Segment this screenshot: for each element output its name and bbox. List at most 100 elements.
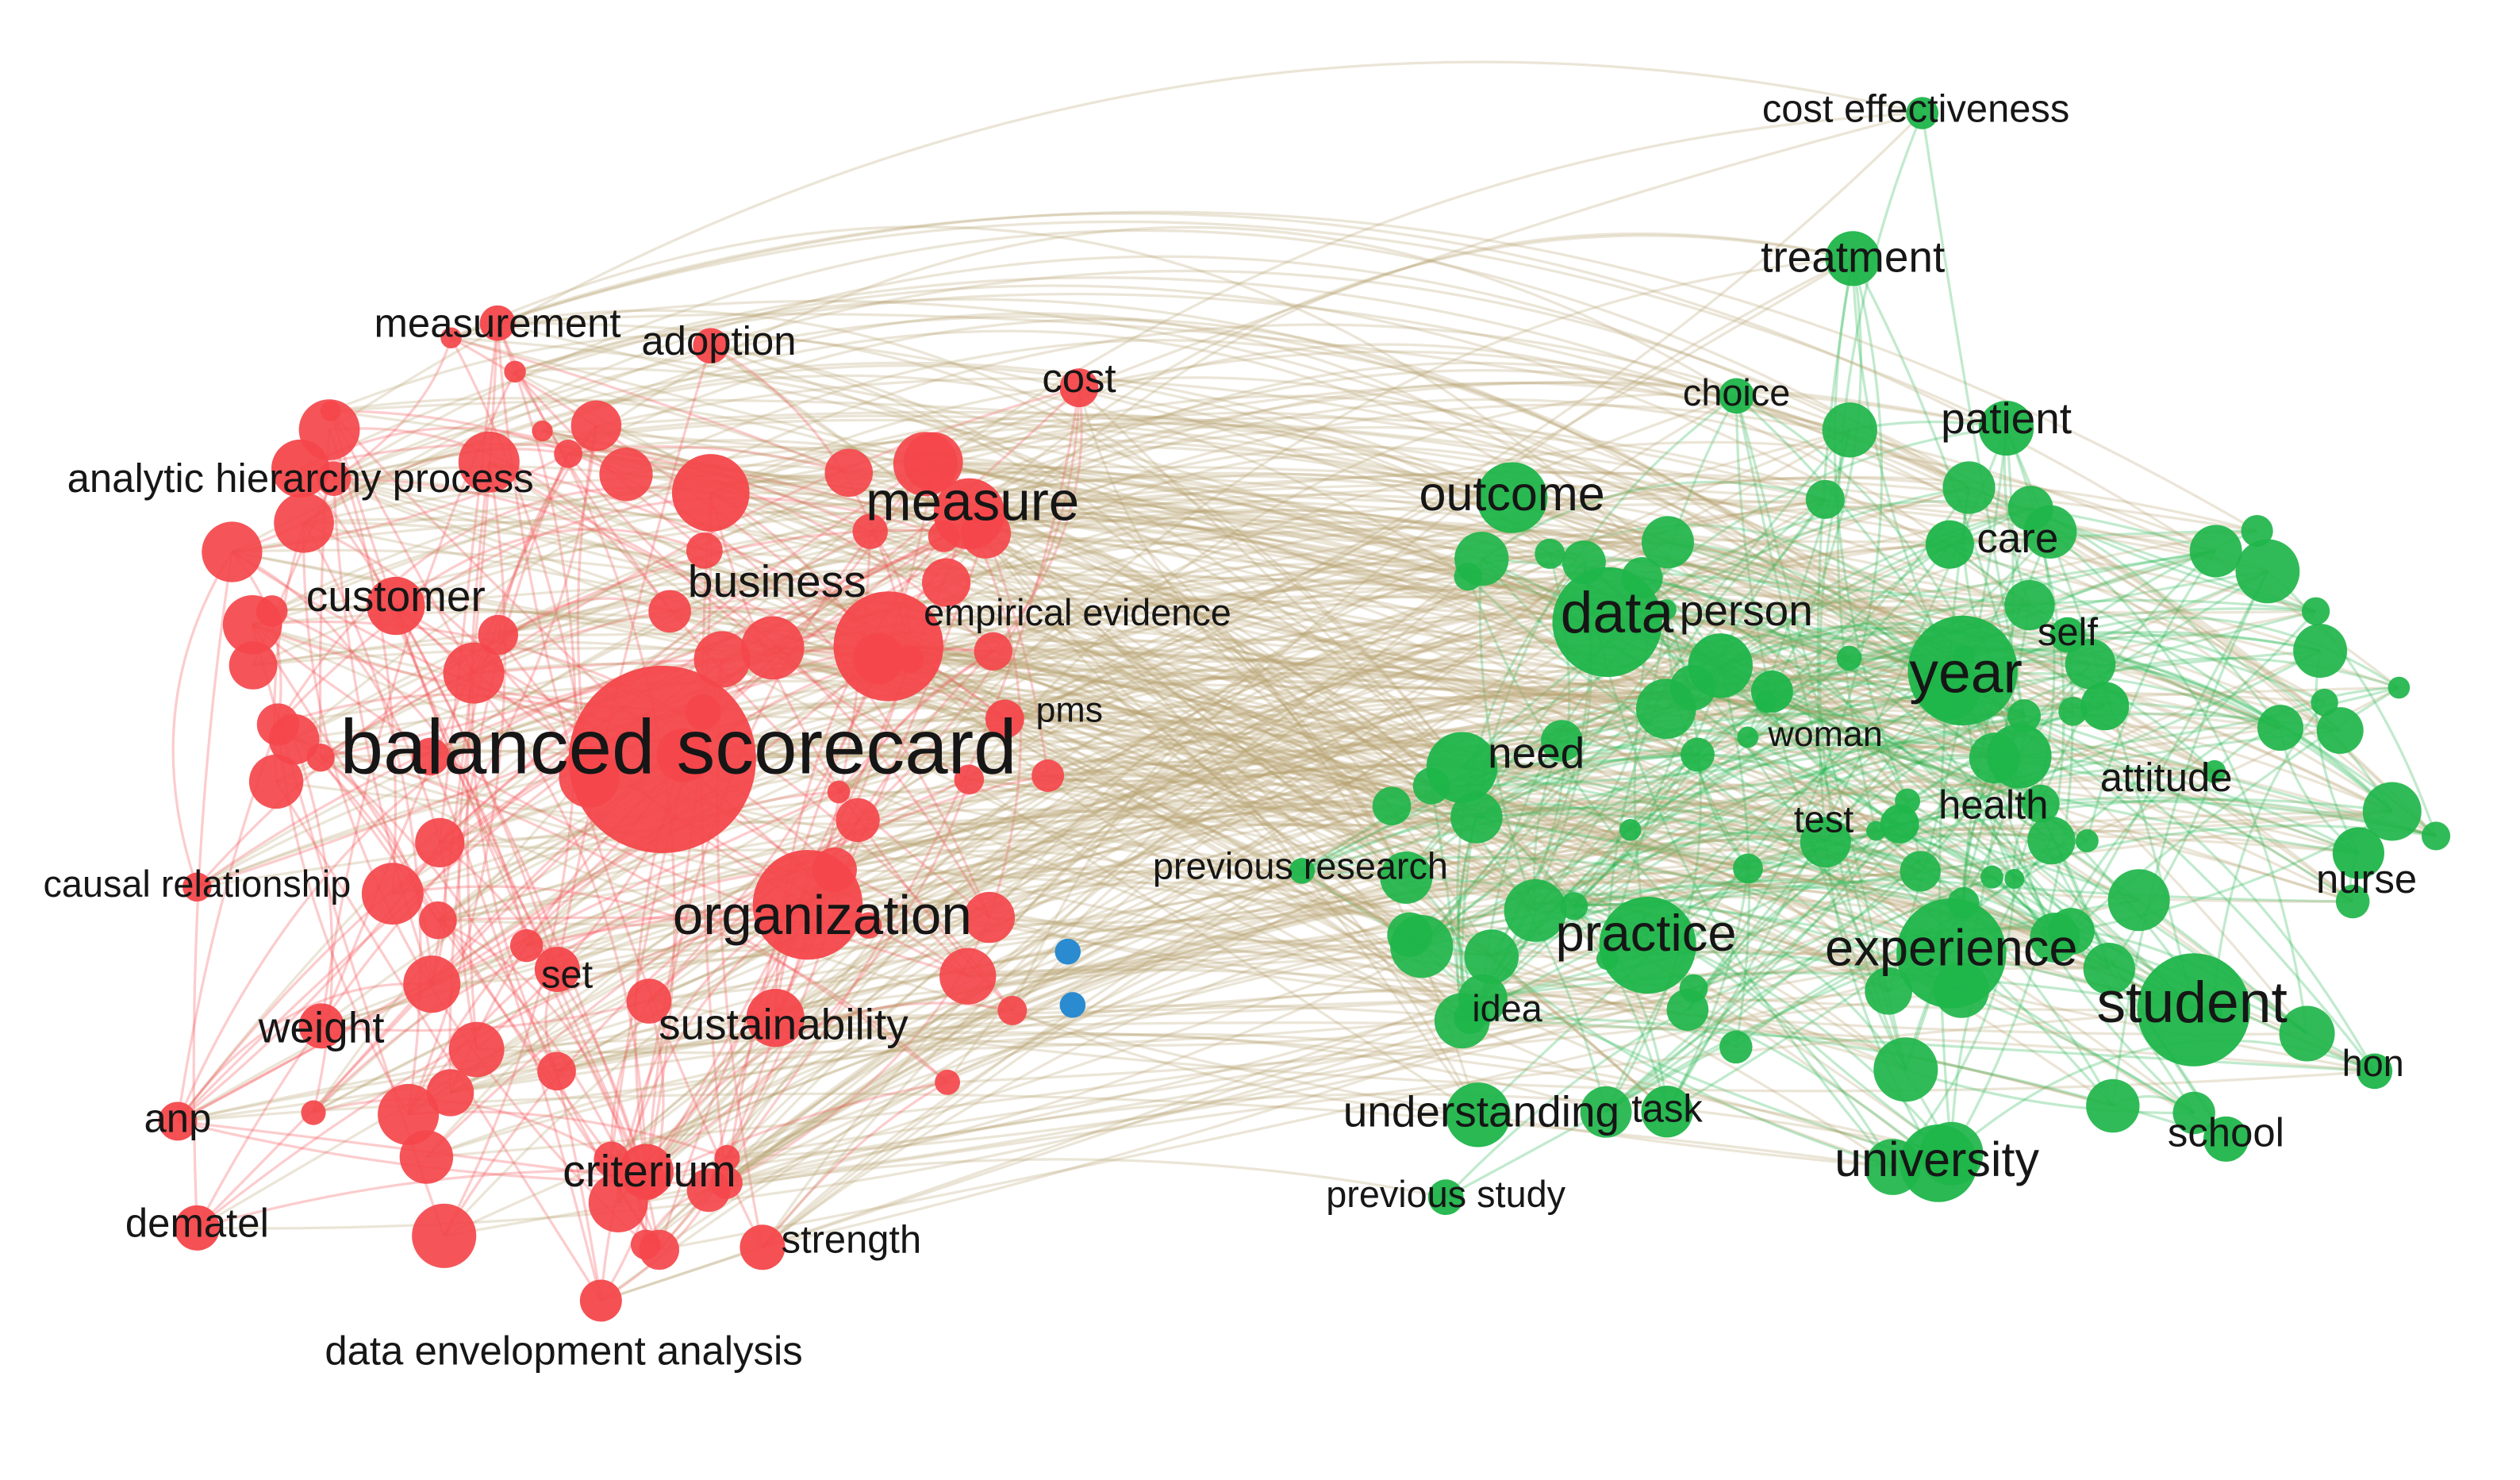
edge (726, 563, 2030, 1159)
node-label: year (1909, 640, 2023, 705)
node (367, 576, 425, 636)
edge (2053, 686, 2399, 939)
node (1719, 1030, 1753, 1064)
node (2027, 816, 2076, 865)
edge (646, 429, 1850, 1182)
node (532, 420, 553, 442)
edge (725, 779, 2359, 1184)
node (1805, 479, 1845, 519)
node (2421, 821, 2451, 851)
edge (1770, 258, 1862, 693)
edge (834, 849, 1463, 1022)
edge (646, 1008, 1688, 1182)
node (852, 513, 888, 549)
edge (1466, 576, 1953, 1155)
edge (772, 646, 2025, 717)
edge (989, 916, 1889, 1005)
edge (869, 369, 2437, 837)
edge (648, 663, 2091, 1003)
edge (425, 1032, 1939, 1165)
edge (932, 460, 1480, 1116)
edge (762, 802, 2042, 1249)
edge (1476, 812, 2111, 971)
edge (943, 425, 1551, 555)
edge (857, 808, 1407, 879)
edge (2085, 550, 2218, 841)
node (893, 432, 958, 497)
edge (171, 551, 233, 888)
edge (2067, 631, 2394, 813)
edge (725, 498, 1827, 1184)
edge (1482, 870, 1921, 1001)
edge (761, 848, 1921, 1248)
edge (1047, 609, 2316, 778)
edge (394, 528, 705, 607)
edge (645, 543, 1950, 1173)
edge (857, 586, 2025, 821)
node (1679, 974, 1708, 1003)
edge (1011, 659, 1950, 1012)
node-label: organization (673, 884, 972, 946)
node (458, 431, 520, 493)
node-label: pms (1035, 690, 1103, 730)
node (954, 764, 985, 795)
edge (312, 111, 1923, 1114)
edge (451, 336, 850, 475)
edge (701, 361, 1970, 713)
edge (1534, 609, 1668, 912)
node (693, 328, 729, 364)
edge (1734, 395, 1907, 1071)
edge (1477, 688, 1951, 1117)
edge (943, 535, 2025, 717)
edge (932, 460, 1826, 507)
edge (1687, 1008, 1940, 1165)
edge (488, 460, 1479, 1117)
edge (473, 386, 1080, 675)
node (1054, 938, 1081, 965)
edge (329, 333, 1463, 769)
edge (333, 477, 991, 918)
edge (988, 476, 1969, 919)
node (378, 1083, 440, 1145)
edge (232, 452, 569, 554)
edge (451, 299, 2026, 717)
edge (725, 616, 1608, 1159)
edge (1692, 678, 2376, 1072)
edge (440, 740, 1562, 852)
edge (993, 650, 1667, 710)
node (1427, 1179, 1464, 1216)
edge (1047, 732, 1393, 807)
edge (437, 690, 1773, 922)
edge (645, 732, 1996, 1173)
edge (439, 460, 934, 844)
edge (969, 512, 1408, 878)
node (1987, 724, 2052, 789)
edge (1938, 487, 1971, 1154)
node (537, 1051, 576, 1091)
node-label: dematel (125, 1201, 269, 1246)
node (271, 439, 330, 498)
edge (431, 870, 1962, 992)
node (2301, 597, 2330, 625)
edge (556, 867, 1492, 971)
edge (1665, 609, 1750, 870)
node-label: person (1680, 586, 1813, 635)
node (298, 1003, 344, 1049)
edge (497, 210, 2258, 532)
node-label: care (1976, 515, 2058, 562)
node (921, 558, 971, 607)
node-label: choice (1683, 372, 1790, 413)
node-label: hon (2342, 1043, 2404, 1084)
edge (658, 895, 2056, 1251)
edge (1734, 395, 1907, 1071)
edge (275, 781, 602, 1301)
node (554, 440, 582, 468)
edge (774, 561, 1585, 1020)
node (1681, 737, 1715, 772)
edge (1478, 559, 1537, 911)
edge (394, 605, 648, 1182)
edge (496, 322, 990, 919)
edge (1747, 570, 2268, 739)
edge (1573, 709, 2073, 908)
node (509, 928, 544, 963)
